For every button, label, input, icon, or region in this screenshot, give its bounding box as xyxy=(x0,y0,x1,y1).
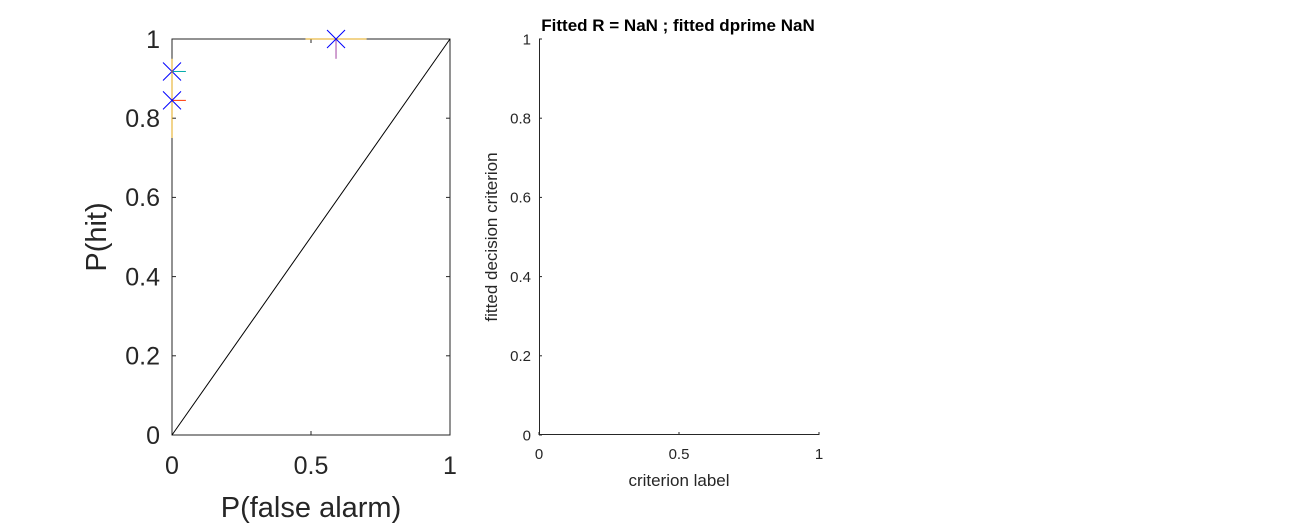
criterion-x-axis-label: criterion label xyxy=(628,471,729,490)
roc-axes: 0 0.5 1 0 0.2 0.4 0.6 0.8 1 P(false alarm) P(hit… xyxy=(81,26,457,524)
roc-y-tick-label: 1 xyxy=(146,26,160,54)
roc-x-tick-label: 1 xyxy=(443,452,457,480)
data-point-marker xyxy=(162,91,182,110)
roc-x-tick-label: 0 xyxy=(165,452,179,480)
roc-tick-labels: 0 0.5 1 0 0.2 0.4 0.6 0.8 1 xyxy=(125,26,457,480)
criterion-x-tick-label: 1 xyxy=(815,446,823,463)
roc-tick-marks xyxy=(171,38,451,436)
roc-y-axis-label: P(hit) xyxy=(81,202,113,271)
data-point-marker xyxy=(326,29,346,49)
criterion-chart-title: Fitted R = NaN ; fitted dprime NaN xyxy=(541,16,814,35)
criterion-tick-marks xyxy=(538,38,820,436)
criterion-x-tick-label: 0 xyxy=(535,446,543,463)
chance-diagonal-line xyxy=(171,38,451,436)
roc-y-tick-label: 0.2 xyxy=(125,343,160,371)
roc-x-axis-label: P(false alarm) xyxy=(221,492,402,524)
roc-x-tick-label: 0.5 xyxy=(294,452,329,480)
roc-y-tick-label: 0 xyxy=(146,422,160,450)
criterion-y-axis-label: fitted decision criterion xyxy=(482,152,501,321)
criterion-y-tick-label: 0.6 xyxy=(510,190,531,207)
criterion-y-tick-label: 1 xyxy=(523,31,531,48)
criterion-y-tick-label: 0.2 xyxy=(510,348,531,365)
criterion-x-tick-label: 0.5 xyxy=(669,446,690,463)
roc-y-tick-label: 0.8 xyxy=(125,105,160,133)
criterion-y-tick-label: 0.4 xyxy=(510,269,531,286)
criterion-axes: 0 0.5 1 0 0.2 0.4 0.6 0.8 1 Fitted R = NaN ; fit… xyxy=(482,16,823,490)
roc-y-tick-label: 0.4 xyxy=(125,263,160,291)
roc-data-points xyxy=(162,29,367,138)
criterion-tick-labels: 0 0.5 1 0 0.2 0.4 0.6 0.8 1 xyxy=(510,31,823,463)
roc-y-tick-label: 0.6 xyxy=(125,184,160,212)
criterion-y-tick-label: 0.8 xyxy=(510,110,531,127)
criterion-y-tick-label: 0 xyxy=(523,427,531,444)
